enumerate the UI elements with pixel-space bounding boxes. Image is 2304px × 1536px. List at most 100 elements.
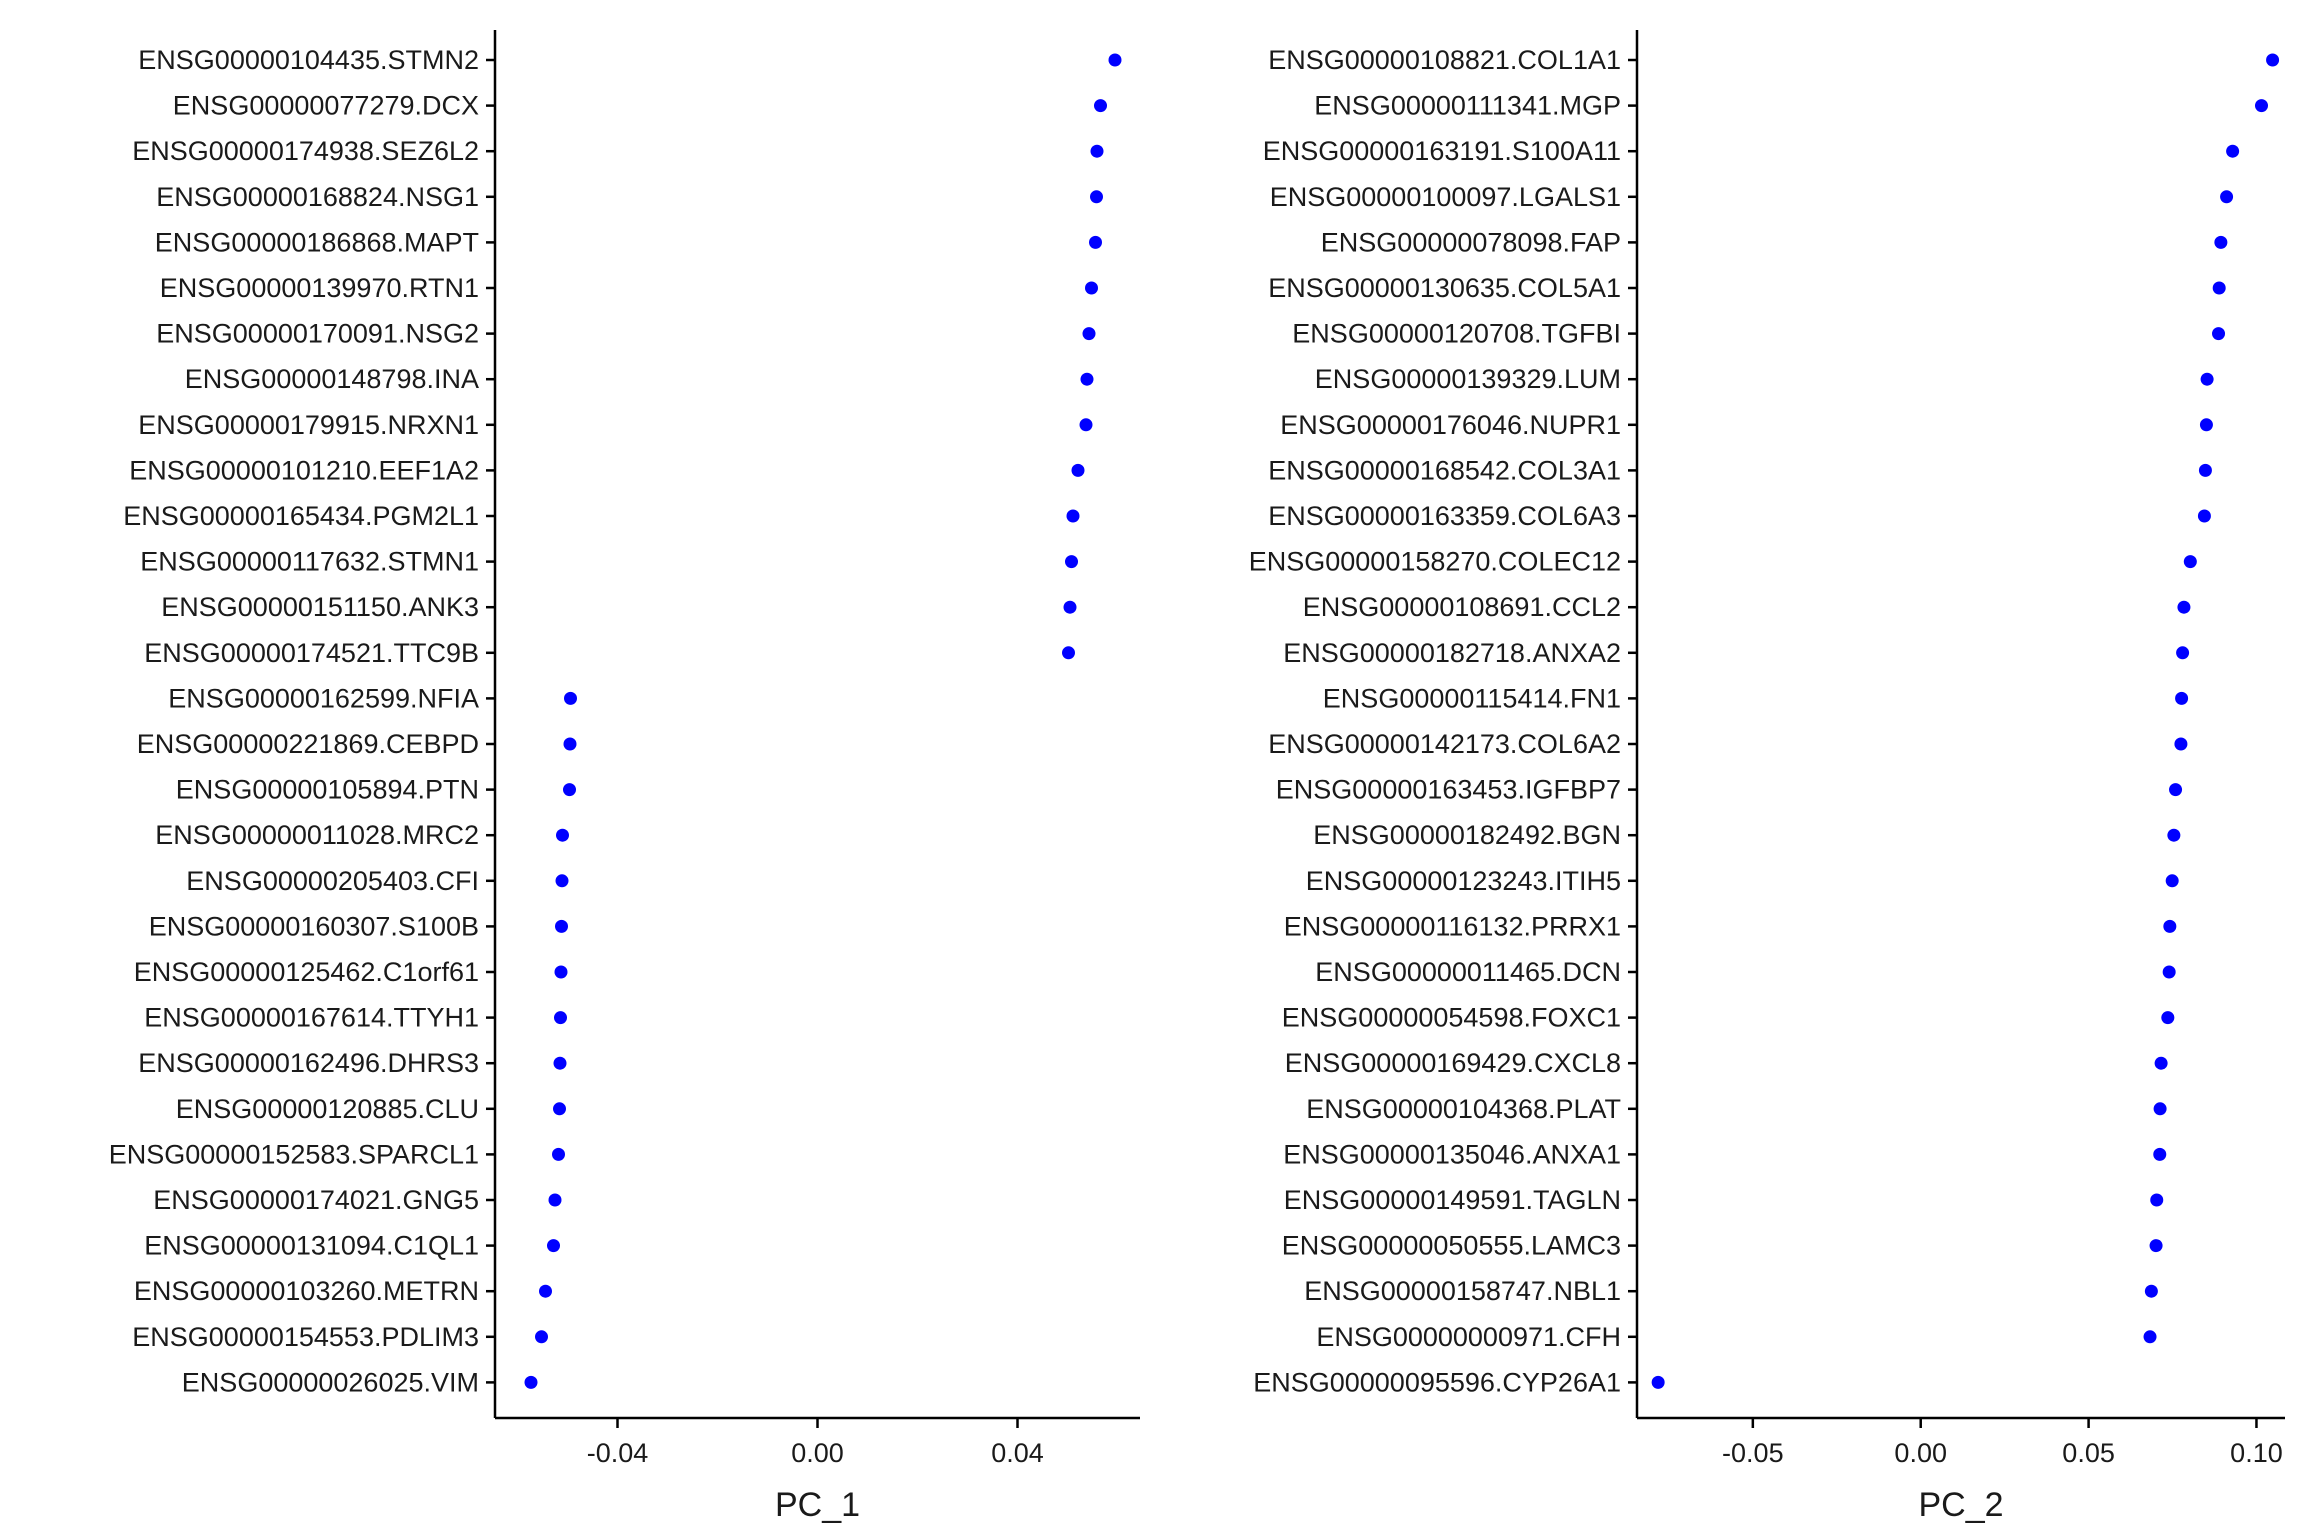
gene-label: ENSG00000182492.BGN [1313,820,1621,850]
x-tick-label: -0.04 [587,1438,649,1468]
loading-point [563,737,577,751]
loading-point [1066,509,1080,523]
gene-label: ENSG00000111341.MGP [1314,91,1621,121]
loading-point [2177,600,2191,614]
gene-label: ENSG00000104435.STMN2 [138,45,479,75]
gene-label: ENSG00000050555.LAMC3 [1282,1231,1621,1261]
loading-point [2167,828,2181,842]
loading-point [1090,190,1103,204]
loading-point [1089,235,1102,249]
loading-point [535,1330,548,1344]
loading-point [1651,1375,1665,1389]
gene-label: ENSG00000154553.PDLIM3 [132,1322,479,1352]
gene-label: ENSG00000174938.SEZ6L2 [132,136,479,166]
loading-point [1062,646,1075,660]
gene-label: ENSG00000078098.FAP [1321,227,1621,257]
gene-label: ENSG00000186868.MAPT [155,227,479,257]
gene-label: ENSG00000131094.C1QL1 [144,1231,479,1261]
gene-label: ENSG00000168824.NSG1 [156,182,479,212]
loading-point [2198,463,2212,477]
gene-label: ENSG00000152583.SPARCL1 [109,1139,479,1169]
x-tick-label: 0.00 [1894,1438,1947,1468]
loading-point [1065,555,1078,569]
gene-label: ENSG00000095596.CYP26A1 [1253,1367,1621,1397]
gene-label: ENSG00000108691.CCL2 [1303,592,1621,622]
gene-label: ENSG00000176046.NUPR1 [1280,410,1621,440]
gene-label: ENSG00000103260.METRN [134,1276,479,1306]
gene-label: ENSG00000000971.CFH [1316,1322,1621,1352]
pc2-panel: ENSG00000108821.COL1A1 ENSG00000111341.MG… [1249,30,2285,1524]
gene-label: ENSG00000139970.RTN1 [160,273,479,303]
gene-label: ENSG00000054598.FOXC1 [1282,1003,1621,1033]
loading-point [1094,99,1107,113]
gene-label: ENSG00000117632.STMN1 [140,547,479,577]
gene-label: ENSG00000160307.S100B [149,911,479,941]
loading-point [2199,418,2213,432]
gene-label: ENSG00000148798.INA [185,364,479,394]
gene-label: ENSG00000026025.VIM [182,1367,479,1397]
gene-label: ENSG00000162599.NFIA [168,683,479,713]
loading-point [2153,1147,2167,1161]
loading-point [2212,327,2226,341]
gene-label: ENSG00000163191.S100A11 [1263,136,1621,166]
loading-point [555,874,569,888]
gene-label: ENSG00000221869.CEBPD [137,729,479,759]
gene-label: ENSG00000163453.IGFBP7 [1276,775,1621,805]
gene-label: ENSG00000135046.ANXA1 [1283,1139,1621,1169]
loading-point [2150,1193,2164,1207]
gene-label: ENSG00000205403.CFI [186,866,479,896]
loading-point [2144,1284,2158,1298]
gene-label: ENSG00000105894.PTN [176,775,479,805]
loading-point [2175,691,2189,705]
gene-label: ENSG00000139329.LUM [1315,364,1621,394]
loading-point [539,1284,552,1298]
loading-point [2169,783,2183,797]
loading-point [1090,144,1104,158]
loading-point [2214,235,2228,249]
gene-label: ENSG00000169429.CXCL8 [1285,1048,1621,1078]
gene-label: ENSG00000125462.C1orf61 [134,957,479,987]
gene-label: ENSG00000123243.ITIH5 [1306,866,1621,896]
loading-point [2183,555,2197,569]
gene-label: ENSG00000162496.DHRS3 [138,1048,479,1078]
loading-point [2266,53,2280,67]
gene-label: ENSG00000168542.COL3A1 [1268,455,1621,485]
loading-point [1085,281,1098,295]
loading-point [2143,1330,2157,1344]
gene-label: ENSG00000142173.COL6A2 [1268,729,1621,759]
loading-point [1080,372,1094,386]
loading-point [547,1239,560,1253]
loading-point [563,783,576,797]
gene-label: ENSG00000167614.TTYH1 [144,1003,479,1033]
gene-label: ENSG00000077279.DCX [173,91,479,121]
gene-label: ENSG00000120708.TGFBI [1292,319,1621,349]
gene-label: ENSG00000174021.GNG5 [153,1185,479,1215]
gene-label: ENSG00000116132.PRRX1 [1284,911,1621,941]
loading-point [1063,600,1077,614]
loading-point [2220,190,2234,204]
loading-point [2162,965,2176,979]
loading-point [524,1375,538,1389]
gene-label: ENSG00000158270.COLEC12 [1249,547,1621,577]
gene-label: ENSG00000108821.COL1A1 [1268,45,1621,75]
loading-point [1108,53,1122,67]
loading-point [1082,327,1096,341]
loading-point [2226,144,2240,158]
x-tick-label: 0.00 [791,1438,844,1468]
x-axis-title: PC_2 [1918,1486,2003,1524]
loading-point [2153,1102,2167,1116]
x-tick-label: 0.05 [2062,1438,2115,1468]
x-axis-title: PC_1 [775,1486,860,1524]
loading-point [2200,372,2214,386]
gene-label: ENSG00000179915.NRXN1 [138,410,479,440]
loading-point [552,1147,565,1161]
loading-point [1071,463,1085,477]
loading-point [554,1011,567,1025]
loading-point [2176,646,2190,660]
gene-label: ENSG00000101210.EEF1A2 [129,455,479,485]
gene-label: ENSG00000115414.FN1 [1323,683,1621,713]
loading-point [2254,99,2268,113]
loading-point [2161,1011,2175,1025]
loading-point [553,1056,567,1070]
